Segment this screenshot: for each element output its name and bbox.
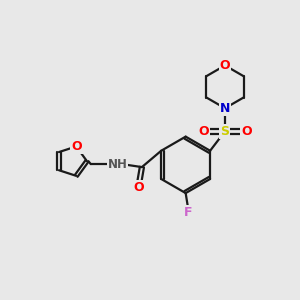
Text: F: F: [184, 206, 192, 219]
Text: N: N: [220, 102, 230, 115]
Text: O: O: [71, 140, 82, 153]
Text: O: O: [133, 182, 144, 194]
Text: S: S: [220, 125, 230, 138]
Text: NH: NH: [108, 158, 127, 171]
Text: O: O: [241, 125, 252, 138]
Text: O: O: [220, 59, 230, 72]
Text: O: O: [198, 125, 209, 138]
